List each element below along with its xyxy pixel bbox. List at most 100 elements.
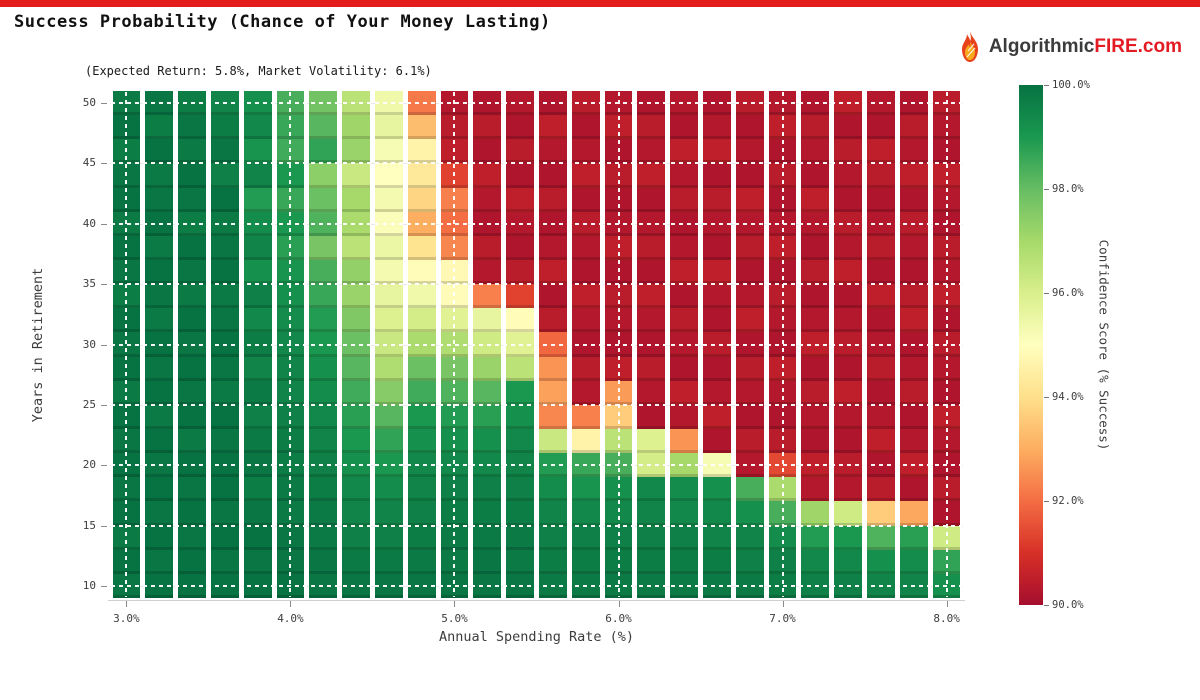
heatmap-cell <box>571 187 600 212</box>
heatmap-cell <box>670 187 699 212</box>
heatmap-cell <box>801 187 830 212</box>
heatmap-cell <box>539 308 567 333</box>
heatmap-cell <box>834 404 863 429</box>
heatmap-cell <box>899 284 928 309</box>
heatmap-cell <box>342 187 370 212</box>
heatmap-cell <box>735 163 764 188</box>
heatmap-cell <box>801 525 830 550</box>
heatmap-cell <box>210 187 239 212</box>
heatmap-cell <box>374 501 403 526</box>
dashed-gridline-horizontal <box>111 162 962 165</box>
heatmap-plot <box>110 91 963 598</box>
heatmap-cell <box>145 429 174 454</box>
heatmap-cell <box>801 139 830 164</box>
heatmap-cell <box>899 429 928 454</box>
heatmap-cell <box>571 404 600 429</box>
heatmap-cell <box>637 139 666 164</box>
y-tick-mark <box>101 585 107 587</box>
brand-text: AlgorithmicFIRE.com <box>989 36 1182 58</box>
heatmap-cell <box>309 308 338 333</box>
topbar-accent <box>0 0 1200 7</box>
heatmap-cell <box>506 380 534 405</box>
y-axis-label: Years in Retirement <box>30 267 46 422</box>
heatmap-cell <box>867 404 895 429</box>
heatmap-cell <box>899 380 928 405</box>
heatmap-cell <box>899 139 928 164</box>
heatmap-cell <box>703 501 731 526</box>
heatmap-cell <box>801 429 830 454</box>
heatmap-cell <box>539 187 567 212</box>
heatmap-cell <box>210 380 239 405</box>
heatmap-cell <box>145 356 174 381</box>
heatmap-cell <box>342 260 370 285</box>
heatmap-cell <box>473 477 502 502</box>
heatmap-cell <box>539 477 567 502</box>
heatmap-cell <box>801 308 830 333</box>
heatmap-cell <box>178 356 206 381</box>
heatmap-cell <box>374 260 403 285</box>
heatmap-cell <box>210 477 239 502</box>
y-tick-label: 40 <box>82 216 96 230</box>
heatmap-cell <box>670 163 699 188</box>
heatmap-cell <box>539 260 567 285</box>
heatmap-cell <box>210 163 239 188</box>
heatmap-cell <box>407 284 436 309</box>
heatmap-cell <box>374 549 403 574</box>
colorbar-tick-mark <box>1044 293 1049 294</box>
heatmap-cell <box>834 163 863 188</box>
heatmap-cell <box>473 501 502 526</box>
heatmap-cell <box>145 380 174 405</box>
heatmap-cell <box>178 549 206 574</box>
x-axis-label: Annual Spending Rate (%) <box>438 629 635 645</box>
heatmap-cell <box>735 501 764 526</box>
heatmap-cell <box>539 501 567 526</box>
heatmap-cell <box>539 139 567 164</box>
heatmap-cell <box>178 163 206 188</box>
heatmap-cell <box>834 429 863 454</box>
heatmap-cell <box>899 404 928 429</box>
heatmap-cell <box>145 477 174 502</box>
heatmap-cell <box>571 477 600 502</box>
heatmap-cell <box>178 404 206 429</box>
heatmap-cell <box>637 477 666 502</box>
heatmap-cell <box>801 501 830 526</box>
heatmap-cell <box>374 404 403 429</box>
heatmap-cell <box>407 404 436 429</box>
heatmap-cell <box>637 429 666 454</box>
heatmap-cell <box>571 163 600 188</box>
heatmap-cell <box>243 549 272 574</box>
heatmap-cell <box>867 115 895 140</box>
heatmap-cell <box>899 260 928 285</box>
x-tick-label: 6.0% <box>605 612 632 625</box>
heatmap-cell <box>735 260 764 285</box>
heatmap-cell <box>506 115 534 140</box>
heatmap-cell <box>473 260 502 285</box>
heatmap-cell <box>506 139 534 164</box>
colorbar-tick-label: 92.0% <box>1052 495 1084 507</box>
heatmap-cell <box>571 501 600 526</box>
heatmap-cell <box>473 356 502 381</box>
heatmap-cell <box>145 235 174 260</box>
heatmap-cell <box>145 501 174 526</box>
heatmap-cell <box>407 308 436 333</box>
heatmap-cell <box>374 115 403 140</box>
heatmap-cell <box>571 380 600 405</box>
heatmap-cell <box>342 139 370 164</box>
heatmap-cell <box>309 525 338 550</box>
heatmap-cell <box>309 549 338 574</box>
heatmap-cell <box>309 139 338 164</box>
heatmap-cell <box>243 525 272 550</box>
heatmap-cell <box>342 235 370 260</box>
heatmap-cell <box>243 404 272 429</box>
heatmap-cell <box>703 163 731 188</box>
heatmap-cell <box>178 139 206 164</box>
heatmap-cell <box>637 525 666 550</box>
heatmap-cell <box>309 235 338 260</box>
heatmap-cell <box>867 235 895 260</box>
heatmap-cell <box>473 235 502 260</box>
heatmap-cell <box>506 308 534 333</box>
heatmap-cell <box>867 380 895 405</box>
heatmap-cell <box>243 477 272 502</box>
y-tick-mark <box>101 344 107 346</box>
heatmap-cell <box>637 501 666 526</box>
